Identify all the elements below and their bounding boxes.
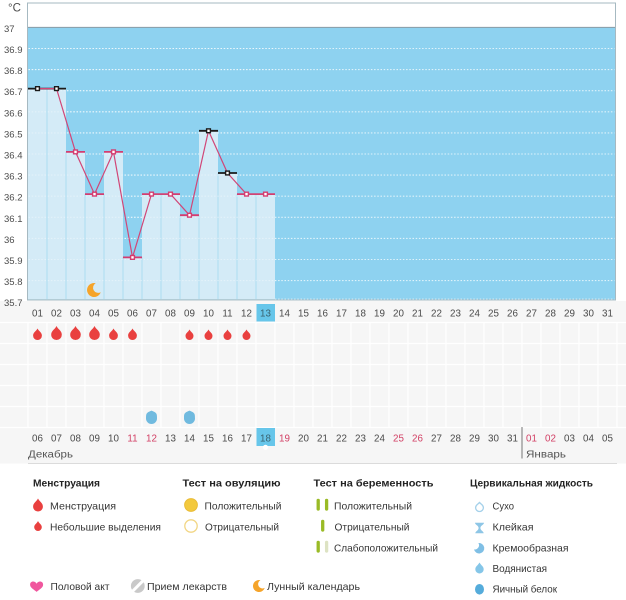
svg-text:30: 30 xyxy=(488,433,499,444)
svg-text:37: 37 xyxy=(4,24,15,35)
svg-text:26: 26 xyxy=(412,433,423,444)
svg-text:36.6: 36.6 xyxy=(4,108,23,119)
svg-text:Клейкая: Клейкая xyxy=(493,522,534,534)
svg-text:17: 17 xyxy=(336,308,347,319)
svg-text:24: 24 xyxy=(374,433,385,444)
svg-text:26: 26 xyxy=(507,308,518,319)
svg-text:Менструация: Менструация xyxy=(33,478,100,490)
svg-text:Тест на беременность: Тест на беременность xyxy=(314,478,435,490)
svg-text:Прием лекарств: Прием лекарств xyxy=(147,581,227,593)
svg-text:Положительный: Положительный xyxy=(205,501,282,513)
svg-text:35.9: 35.9 xyxy=(4,256,23,267)
svg-text:27: 27 xyxy=(431,433,442,444)
svg-text:20: 20 xyxy=(393,308,404,319)
svg-text:21: 21 xyxy=(317,433,328,444)
svg-text:Положительный: Положительный xyxy=(334,501,412,513)
svg-text:31: 31 xyxy=(507,433,518,444)
svg-text:11: 11 xyxy=(127,433,137,444)
svg-text:14: 14 xyxy=(279,308,290,319)
svg-text:06: 06 xyxy=(127,308,138,319)
svg-text:08: 08 xyxy=(70,433,81,444)
svg-text:Яичный белок: Яичный белок xyxy=(493,584,558,596)
svg-text:19: 19 xyxy=(374,308,385,319)
svg-text:23: 23 xyxy=(450,308,461,319)
svg-text:Тест на овуляцию: Тест на овуляцию xyxy=(183,478,281,490)
svg-text:35.8: 35.8 xyxy=(4,277,23,288)
svg-text:19: 19 xyxy=(279,433,290,444)
svg-text:17: 17 xyxy=(241,433,252,444)
svg-text:22: 22 xyxy=(336,433,347,444)
svg-text:05: 05 xyxy=(602,433,613,444)
svg-text:Цервикальная жидкость: Цервикальная жидкость xyxy=(470,478,594,490)
svg-text:28: 28 xyxy=(545,308,556,319)
svg-text:Январь: Январь xyxy=(526,450,566,461)
svg-text:21: 21 xyxy=(412,308,423,319)
svg-text:36.7: 36.7 xyxy=(4,87,23,98)
svg-text:08: 08 xyxy=(165,308,176,319)
svg-text:36.8: 36.8 xyxy=(4,66,23,77)
svg-text:28: 28 xyxy=(450,433,461,444)
svg-text:Отрицательный: Отрицательный xyxy=(205,522,279,534)
svg-text:01: 01 xyxy=(526,433,537,444)
svg-text:18: 18 xyxy=(355,308,366,319)
svg-text:30: 30 xyxy=(583,308,594,319)
svg-text:03: 03 xyxy=(564,433,575,444)
svg-text:36.5: 36.5 xyxy=(4,129,23,140)
svg-text:Отрицательный: Отрицательный xyxy=(335,522,410,534)
svg-text:09: 09 xyxy=(89,433,100,444)
svg-text:Кремообразная: Кремообразная xyxy=(493,543,569,555)
svg-text:24: 24 xyxy=(469,308,480,319)
svg-text:14: 14 xyxy=(184,433,195,444)
svg-text:Половой акт: Половой акт xyxy=(51,581,110,593)
svg-text:35.7: 35.7 xyxy=(4,298,23,309)
svg-text:20: 20 xyxy=(298,433,309,444)
svg-text:12: 12 xyxy=(146,433,157,444)
svg-text:15: 15 xyxy=(298,308,309,319)
svg-text:07: 07 xyxy=(51,433,62,444)
svg-text:Сухо: Сухо xyxy=(493,501,515,513)
svg-text:13: 13 xyxy=(260,308,271,319)
svg-text:Декабрь: Декабрь xyxy=(28,449,73,461)
svg-text:07: 07 xyxy=(146,308,157,319)
svg-text:03: 03 xyxy=(70,308,81,319)
svg-text:16: 16 xyxy=(317,308,328,319)
svg-text:04: 04 xyxy=(583,433,594,444)
svg-text:Менструация: Менструация xyxy=(50,501,116,513)
svg-text:02: 02 xyxy=(51,308,62,319)
svg-text:01: 01 xyxy=(32,308,43,319)
svg-text:11: 11 xyxy=(222,308,232,319)
svg-text:23: 23 xyxy=(355,433,366,444)
svg-text:22: 22 xyxy=(431,308,442,319)
svg-text:15: 15 xyxy=(203,433,214,444)
svg-text:12: 12 xyxy=(241,308,252,319)
svg-text:36.3: 36.3 xyxy=(4,172,23,183)
svg-text:04: 04 xyxy=(89,308,100,319)
svg-text:36: 36 xyxy=(4,235,15,246)
svg-text:36.4: 36.4 xyxy=(4,151,23,162)
svg-text:Водянистая: Водянистая xyxy=(493,563,548,575)
svg-text:36.1: 36.1 xyxy=(4,214,23,225)
svg-text:25: 25 xyxy=(488,308,499,319)
svg-text:10: 10 xyxy=(108,433,119,444)
svg-text:06: 06 xyxy=(32,433,43,444)
svg-text:16: 16 xyxy=(222,433,233,444)
svg-text:29: 29 xyxy=(564,308,575,319)
svg-text:°C: °C xyxy=(8,3,21,15)
svg-text:27: 27 xyxy=(526,308,537,319)
svg-text:02: 02 xyxy=(545,433,556,444)
svg-text:29: 29 xyxy=(469,433,480,444)
svg-text:25: 25 xyxy=(393,433,404,444)
svg-text:31: 31 xyxy=(602,308,613,319)
svg-text:13: 13 xyxy=(165,433,176,444)
svg-text:18: 18 xyxy=(260,433,271,444)
svg-text:10: 10 xyxy=(203,308,214,319)
svg-text:36.2: 36.2 xyxy=(4,193,23,204)
svg-text:Небольшие выделения: Небольшие выделения xyxy=(50,522,161,534)
svg-text:36.9: 36.9 xyxy=(4,45,23,56)
svg-text:Слабоположительный: Слабоположительный xyxy=(334,543,438,555)
svg-text:05: 05 xyxy=(108,308,119,319)
svg-text:09: 09 xyxy=(184,308,195,319)
svg-text:Лунный календарь: Лунный календарь xyxy=(267,581,361,593)
